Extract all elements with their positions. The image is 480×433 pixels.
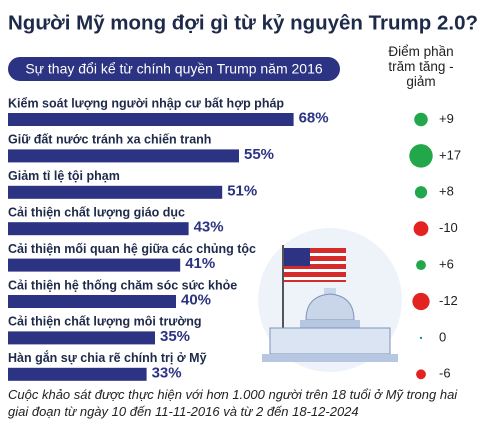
change-bubble — [419, 336, 423, 340]
change-label: +9 — [439, 111, 454, 126]
change-label: -6 — [439, 366, 451, 381]
flag-stripe — [284, 253, 346, 256]
chart-title: Người Mỹ mong đợi gì từ kỷ nguyên Trump … — [8, 11, 478, 34]
flag-stripe — [284, 277, 346, 280]
change-header: Điểm phần trăm tăng - giảm — [388, 44, 454, 89]
footnote: Cuộc khảo sát được thực hiện với hơn 1.0… — [8, 387, 458, 419]
change-bubble — [414, 112, 428, 127]
category-label: Giảm tỉ lệ tội phạm — [8, 169, 120, 183]
bar — [8, 113, 294, 126]
value-label: 55% — [244, 146, 274, 163]
subtitle: Sự thay đổi kể từ chính quyền Trump năm … — [25, 61, 323, 77]
flag-stripe — [284, 261, 346, 264]
bar — [8, 185, 223, 199]
change-label: +8 — [439, 184, 454, 199]
change-label: 0 — [439, 329, 446, 344]
value-label: 51% — [227, 182, 257, 199]
value-label: 33% — [152, 364, 182, 381]
value-label: 35% — [160, 328, 190, 345]
change-label: -12 — [439, 293, 458, 308]
category-label: Giữ đất nước tránh xa chiến tranh — [8, 133, 211, 147]
category-label: Cải thiện chất lượng môi trường — [8, 315, 202, 329]
bar — [8, 331, 155, 345]
drum — [300, 320, 360, 328]
base — [262, 354, 398, 362]
bar — [8, 149, 239, 163]
value-label: 68% — [299, 109, 329, 126]
flag-canton — [284, 248, 310, 266]
change-bubble — [412, 292, 430, 311]
change-bubble — [416, 260, 426, 271]
subtitle-pill — [8, 57, 340, 81]
change-bubble — [414, 186, 428, 199]
capitol-illustration — [258, 228, 402, 372]
value-label: 43% — [194, 219, 224, 236]
change-label: +17 — [439, 147, 461, 162]
bar — [8, 367, 147, 381]
flag-stripe — [284, 269, 346, 272]
category-label: Cải thiện hệ thống chăm sóc sức khỏe — [8, 278, 237, 292]
building — [269, 327, 391, 355]
change-bubble — [413, 221, 429, 237]
category-label: Cải thiện mối quan hệ giữa các chủng tộc — [8, 242, 256, 256]
category-label: Hàn gắn sự chia rẽ chính trị ở Mỹ — [8, 350, 207, 365]
bar — [8, 295, 176, 308]
change-bubble — [416, 369, 426, 380]
bar — [8, 258, 181, 272]
dome — [305, 293, 355, 321]
value-label: 41% — [185, 255, 215, 272]
change-bubble — [409, 144, 433, 168]
change-label: +6 — [439, 257, 454, 272]
category-label: Kiểm soát lượng người nhập cư bất hợp ph… — [8, 96, 284, 110]
change-label: -10 — [439, 220, 458, 235]
category-label: Cải thiện chất lượng giáo dục — [8, 205, 185, 219]
bar — [8, 222, 189, 236]
dome-top — [324, 288, 336, 298]
value-label: 40% — [181, 291, 211, 308]
